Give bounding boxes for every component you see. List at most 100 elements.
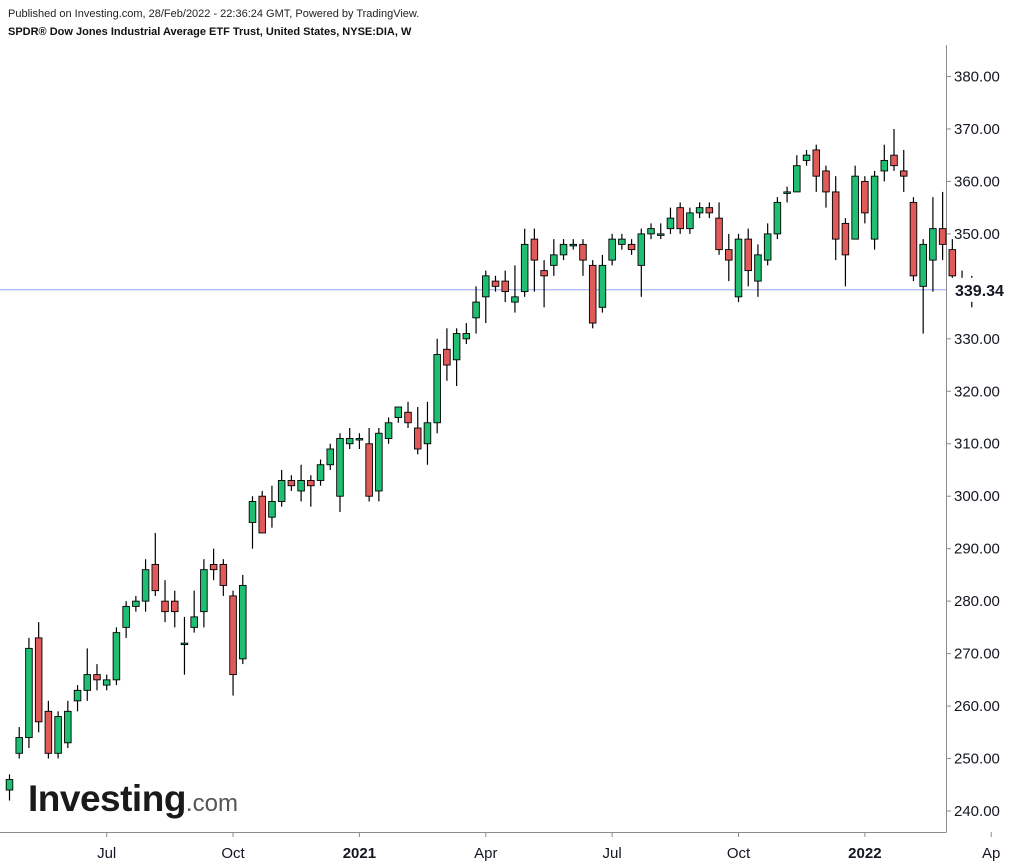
candle-body-down	[404, 411, 412, 424]
candle-body-down	[812, 149, 821, 177]
candle-body-down	[443, 348, 451, 366]
candle-body-up	[64, 710, 72, 744]
candle-body-down	[287, 480, 296, 487]
y-tick-label: 380.00	[954, 68, 1000, 85]
x-tick-label: 2022	[848, 845, 881, 862]
candle-body-down	[209, 563, 218, 571]
candle-body-up	[462, 333, 471, 340]
x-tick-label: Oct	[727, 845, 751, 862]
x-tick-label: Jul	[97, 845, 116, 862]
candle-body-down	[676, 207, 684, 230]
candle-body-up	[316, 464, 325, 481]
candle-body-down	[34, 637, 43, 723]
y-tick-label: 310.00	[954, 436, 1000, 453]
last-price-label: 339.34	[955, 283, 1004, 300]
candle-body-down	[725, 249, 733, 261]
candle-body-up	[880, 159, 889, 172]
candle-body-up	[394, 406, 403, 418]
candle-body-up	[870, 175, 879, 240]
candle-body-up	[550, 254, 558, 266]
candle-body-up	[433, 354, 441, 424]
candle-body-up	[482, 275, 490, 298]
y-tick-label: 270.00	[954, 646, 1000, 663]
y-tick-label: 330.00	[954, 331, 1000, 348]
candle-body-up	[754, 254, 762, 282]
candle-body-up	[559, 243, 568, 256]
candle-body-up	[180, 642, 189, 646]
x-tick-label: 2021	[343, 845, 376, 862]
candle-body-down	[861, 180, 869, 214]
logo-main: Investing	[28, 778, 186, 819]
candle-body-down	[93, 674, 101, 681]
x-tick-label: Jul	[603, 845, 622, 862]
candle-body-down	[715, 217, 723, 251]
candle-body-up	[656, 233, 665, 236]
candle-body-up	[598, 264, 607, 308]
candle-body-up	[239, 584, 247, 660]
chart-header: Published on Investing.com, 28/Feb/2022 …	[8, 6, 419, 40]
candle-body-up	[734, 238, 743, 298]
candle-body-up	[200, 569, 208, 613]
y-tick-label: 370.00	[954, 121, 1000, 138]
published-line: Published on Investing.com, 28/Feb/2022 …	[8, 8, 420, 20]
candle-body-up	[375, 432, 383, 492]
candle-body-down	[588, 264, 597, 324]
candle-body-up	[141, 569, 150, 602]
candle-body-up	[793, 165, 801, 193]
candle-body-up	[851, 175, 859, 240]
y-tick-label: 360.00	[954, 173, 1000, 190]
last-price-label-bg	[947, 277, 1024, 302]
candle-body-down	[491, 280, 500, 287]
candle-body-down	[909, 201, 918, 277]
candle-body-down	[744, 238, 752, 272]
candle-body-down	[229, 595, 237, 676]
y-tick-label: 280.00	[954, 593, 1000, 610]
candle-body-down	[579, 243, 587, 261]
candle-body-down	[841, 222, 850, 256]
candle-body-up	[695, 207, 704, 214]
candle-body-down	[627, 243, 636, 251]
candle-body-up	[25, 647, 33, 739]
candle-body-up	[112, 632, 121, 681]
candle-body-up	[268, 501, 276, 518]
candle-body-down	[501, 280, 509, 293]
candle-body-up	[783, 191, 791, 194]
candle-body-down	[822, 170, 830, 193]
candle-body-up	[647, 228, 655, 235]
candle-body-down	[258, 495, 266, 534]
candle-body-up	[472, 301, 480, 319]
candle-body-down	[948, 249, 957, 277]
y-tick-label: 260.00	[954, 698, 1000, 715]
logo-suffix: .com	[185, 790, 238, 817]
candle-body-up	[248, 501, 257, 523]
candle-body-up	[326, 448, 335, 466]
x-tick-label: Apr	[474, 845, 497, 862]
candle-body-up	[520, 243, 529, 293]
candle-body-down	[161, 600, 169, 613]
candle-body-up	[666, 217, 675, 230]
candle-body-up	[355, 438, 364, 441]
candle-body-down	[831, 191, 840, 240]
candle-body-up	[54, 716, 62, 754]
y-tick-label: 320.00	[954, 383, 1000, 400]
candle-body-up	[686, 212, 694, 230]
candle-body-up	[919, 243, 927, 287]
candle-body-up	[423, 422, 432, 445]
candle-body-up	[637, 233, 646, 266]
candle-body-up	[5, 779, 14, 791]
y-tick-label: 250.00	[954, 751, 1000, 768]
candle-body-up	[773, 201, 782, 235]
candle-body-up	[132, 600, 140, 607]
investing-logo: Investing.com	[28, 778, 238, 820]
candle-body-up	[190, 616, 198, 628]
candle-body-down	[151, 563, 160, 592]
candle-body-up	[277, 480, 286, 502]
candle-body-up	[608, 238, 616, 261]
y-tick-label: 240.00	[954, 803, 1000, 820]
candle-body-down	[705, 207, 714, 214]
candle-body-up	[384, 422, 393, 439]
candle-body-down	[938, 228, 947, 245]
y-tick-label: 300.00	[954, 488, 1000, 505]
candle-body-up	[763, 233, 772, 261]
